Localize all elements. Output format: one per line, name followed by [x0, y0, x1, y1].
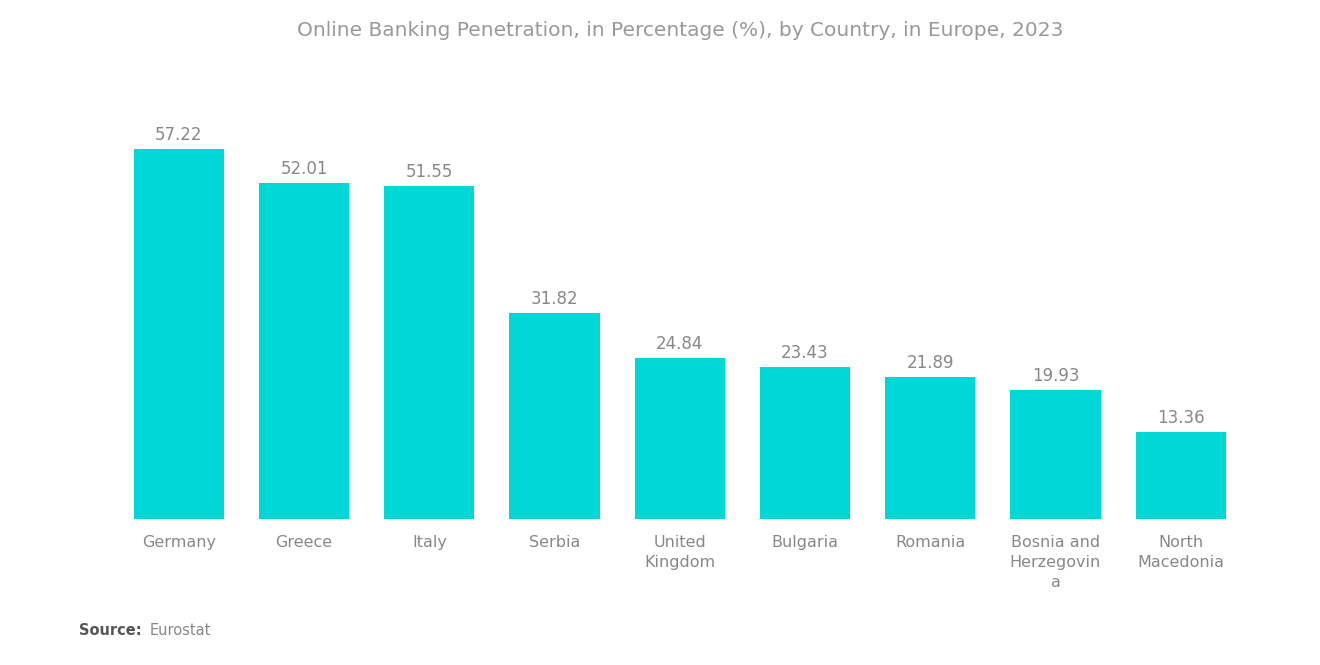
Text: 24.84: 24.84: [656, 335, 704, 353]
Title: Online Banking Penetration, in Percentage (%), by Country, in Europe, 2023: Online Banking Penetration, in Percentag…: [297, 21, 1063, 40]
Bar: [635, 358, 725, 519]
Bar: [886, 377, 975, 519]
Bar: [259, 183, 350, 519]
Text: 52.01: 52.01: [280, 160, 327, 178]
Bar: [1135, 432, 1226, 519]
Text: Source:: Source:: [79, 623, 141, 638]
Text: Eurostat: Eurostat: [149, 623, 210, 638]
Text: 19.93: 19.93: [1032, 367, 1080, 385]
Bar: [384, 186, 474, 519]
Text: 13.36: 13.36: [1156, 409, 1205, 427]
Bar: [760, 367, 850, 519]
Bar: [133, 149, 224, 519]
Text: 57.22: 57.22: [156, 126, 203, 144]
Text: 31.82: 31.82: [531, 290, 578, 308]
Text: 21.89: 21.89: [907, 354, 954, 372]
Text: 51.55: 51.55: [405, 162, 453, 180]
Bar: [1010, 390, 1101, 519]
Text: 23.43: 23.43: [781, 344, 829, 362]
Bar: [510, 313, 599, 519]
